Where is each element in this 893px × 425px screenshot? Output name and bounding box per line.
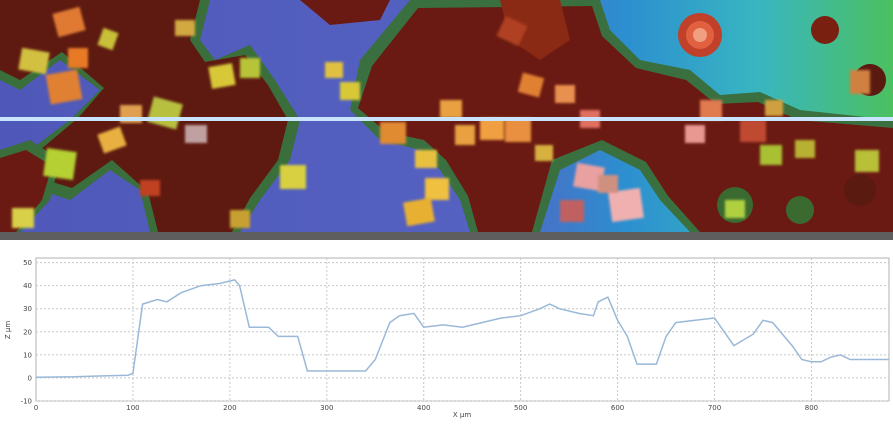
- crystal: [280, 165, 306, 189]
- x-axis-label: X µm: [453, 411, 471, 419]
- crystal: [175, 20, 195, 36]
- island: [786, 196, 814, 224]
- crystal: [573, 162, 605, 192]
- y-tick-label: 50: [23, 259, 32, 267]
- x-tick-label: 100: [126, 404, 139, 412]
- crystal: [68, 48, 88, 68]
- crystal: [325, 62, 343, 78]
- crystal: [740, 120, 766, 142]
- crystal: [18, 47, 50, 75]
- crystal: [480, 118, 504, 140]
- crystal: [52, 6, 86, 38]
- crystal: [380, 122, 406, 144]
- crystal: [425, 178, 449, 200]
- crystal: [855, 150, 879, 172]
- x-tick-label: 300: [320, 404, 333, 412]
- island: [693, 28, 707, 42]
- crystal: [760, 145, 782, 165]
- crystal: [97, 126, 127, 154]
- crystal: [795, 140, 815, 158]
- x-tick-label: 500: [514, 404, 527, 412]
- crystal: [340, 82, 360, 100]
- crystal: [43, 148, 77, 180]
- profile-plot: 0 100 200 300 400 500 600 700 800-1001020304050 …: [4, 257, 890, 419]
- crystal: [440, 100, 462, 118]
- x-tick-label: 600: [611, 404, 624, 412]
- x-tick-label: 0: [34, 404, 38, 412]
- crystal: [45, 69, 83, 105]
- crystal: [12, 208, 34, 228]
- x-tick-label: 700: [708, 404, 721, 412]
- y-tick-label: 0: [28, 374, 32, 382]
- crystal: [765, 100, 783, 116]
- crystal: [185, 125, 207, 143]
- crystal: [455, 125, 475, 145]
- y-tick-label: 10: [23, 351, 32, 359]
- crystal: [608, 187, 644, 223]
- crystal: [560, 200, 584, 222]
- crystal: [685, 125, 705, 143]
- profile-line: [35, 279, 889, 378]
- island: [811, 16, 839, 44]
- y-tick-label: 30: [23, 305, 32, 313]
- crystal: [140, 180, 160, 196]
- crystal: [208, 63, 236, 89]
- y-tick-label: 20: [23, 328, 32, 336]
- x-tick-label: 800: [805, 404, 818, 412]
- y-tick-label: 40: [23, 282, 32, 290]
- crystal: [700, 100, 722, 120]
- crystal: [240, 58, 260, 78]
- crystal: [505, 118, 531, 142]
- island: [844, 174, 876, 206]
- y-tick-label: -10: [21, 398, 32, 406]
- crystal: [496, 15, 528, 47]
- separator-bar: [0, 232, 893, 240]
- y-axis-label: Z µm: [4, 321, 12, 339]
- height-map-svg: [0, 0, 893, 232]
- x-tick-label: 400: [417, 404, 430, 412]
- crystal: [555, 85, 575, 103]
- crystal: [230, 210, 250, 228]
- crystal: [725, 200, 745, 218]
- crystal: [598, 175, 618, 193]
- crystal: [97, 27, 119, 51]
- crystal: [535, 145, 553, 161]
- crystal-region: [300, 0, 390, 25]
- crystal: [850, 70, 870, 94]
- profile-plot-panel: 0 100 200 300 400 500 600 700 800 -10 0 10 20 30 40 50 …: [0, 240, 893, 421]
- crystal: [415, 150, 437, 168]
- crystal: [403, 197, 435, 227]
- crystal: [517, 72, 545, 98]
- crystal: [147, 96, 183, 130]
- plot-area: [35, 257, 890, 402]
- height-map-image: [0, 0, 893, 232]
- x-tick-label: 200: [223, 404, 236, 412]
